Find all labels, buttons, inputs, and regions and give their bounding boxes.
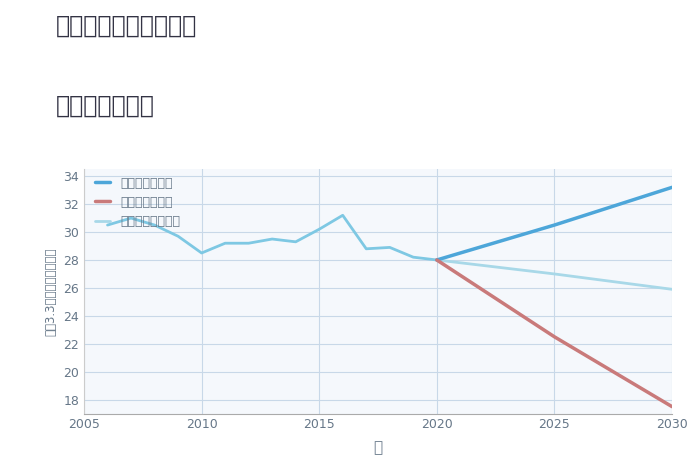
Line: グッドシナリオ: グッドシナリオ bbox=[437, 188, 672, 260]
Text: 千葉県市原市池和田の: 千葉県市原市池和田の bbox=[56, 14, 197, 38]
X-axis label: 年: 年 bbox=[373, 440, 383, 455]
Line: ノーマルシナリオ: ノーマルシナリオ bbox=[437, 260, 672, 290]
ノーマルシナリオ bbox=[433, 257, 441, 263]
Text: 土地の価格推移: 土地の価格推移 bbox=[56, 94, 155, 118]
グッドシナリオ bbox=[433, 257, 441, 263]
バッドシナリオ bbox=[433, 257, 441, 263]
グッドシナリオ bbox=[668, 185, 676, 190]
ノーマルシナリオ bbox=[668, 287, 676, 292]
グッドシナリオ bbox=[550, 222, 559, 228]
ノーマルシナリオ bbox=[550, 271, 559, 277]
Line: バッドシナリオ: バッドシナリオ bbox=[437, 260, 672, 407]
Legend: グッドシナリオ, バッドシナリオ, ノーマルシナリオ: グッドシナリオ, バッドシナリオ, ノーマルシナリオ bbox=[90, 172, 185, 233]
Y-axis label: 平（3.3㎡）単価（万円）: 平（3.3㎡）単価（万円） bbox=[45, 247, 57, 336]
バッドシナリオ bbox=[550, 334, 559, 340]
バッドシナリオ bbox=[668, 404, 676, 409]
